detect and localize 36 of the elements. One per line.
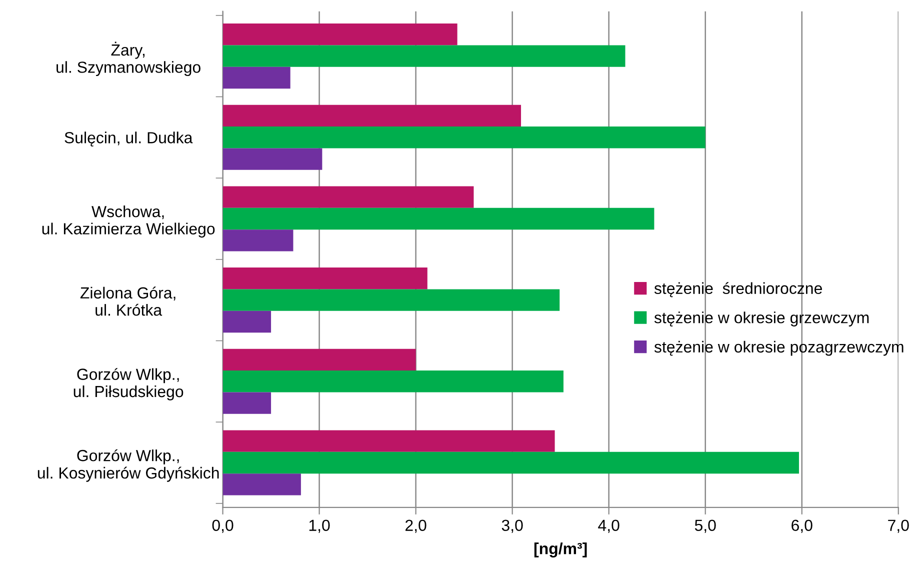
x-tick-label: 0,0 (212, 520, 234, 533)
x-tick-label: 4,0 (598, 520, 620, 533)
bar (222, 310, 272, 333)
x-tick-label: 7,0 (888, 520, 909, 533)
y-tick-label: Gorzów Wlkp., ul. Kosynierów Gdyńskich (38, 449, 219, 482)
bar (222, 186, 474, 208)
y-tick-label: Wschowa, ul. Kazimierza Wielkiego (42, 206, 215, 238)
x-axis-title: [ng/m³] (534, 542, 587, 558)
x-tick-label: 1,0 (309, 520, 330, 533)
bar (222, 24, 458, 46)
bar (222, 45, 626, 67)
bar (222, 452, 799, 474)
bar (222, 370, 564, 392)
bar (222, 392, 272, 414)
bar (222, 126, 706, 148)
x-tick-label: 5,0 (694, 520, 716, 533)
bar (222, 208, 654, 230)
bar (222, 66, 290, 89)
y-tick-label: Żary, ul. Szymanowskiego (56, 42, 200, 76)
bar (222, 289, 560, 311)
bar (222, 148, 322, 170)
y-tick-label: Zielona Góra, ul. Krótka (80, 286, 176, 316)
legend-label: stężenie w okresie grzewczym (654, 312, 869, 326)
x-tick-label: 2,0 (406, 520, 426, 533)
y-tick-label: Sulęcin, ul. Dudka (64, 132, 193, 147)
bar (222, 104, 522, 127)
bar (222, 474, 301, 496)
bar (222, 268, 428, 290)
legend-label: stężenie średnioroczne (654, 282, 822, 298)
bar (222, 430, 555, 452)
x-tick-label: 6,0 (792, 520, 812, 533)
x-tick-label: 3,0 (502, 520, 523, 533)
y-tick-label: Gorzów Wlkp., ul. Piłsudskiego (74, 368, 184, 400)
bar (222, 230, 294, 252)
legend-label: stężenie w okresie pozagrzewczym (654, 340, 904, 356)
bar (222, 348, 416, 371)
